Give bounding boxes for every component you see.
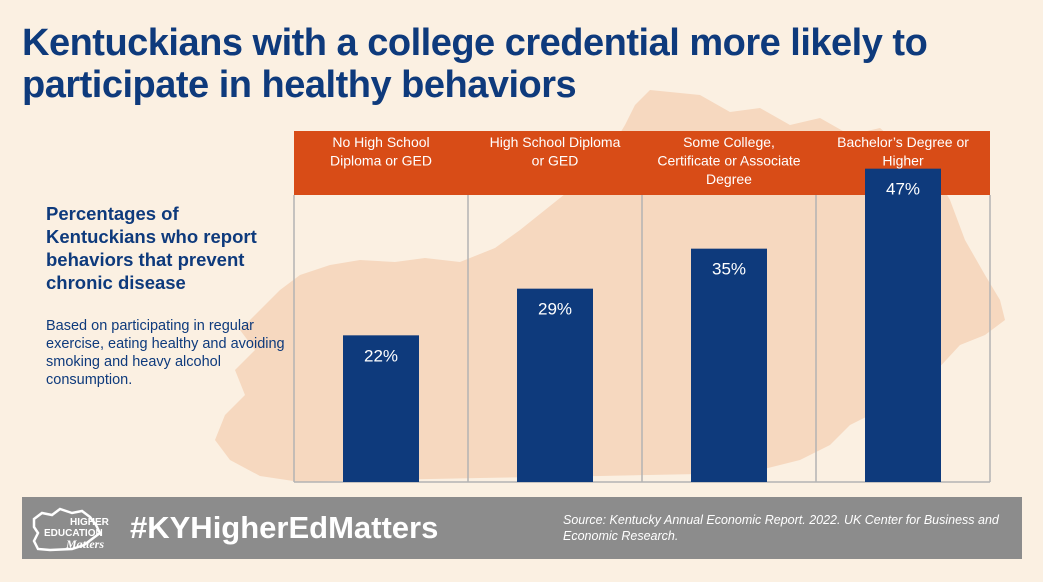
- footer-banner: HIGHER EDUCATION Matters #KYHigherEdMatt…: [22, 497, 1022, 559]
- data-label: 47%: [886, 180, 920, 199]
- chart-title: Kentuckians with a college credential mo…: [22, 22, 928, 106]
- bar: [343, 335, 419, 482]
- logo-text-higher: HIGHER: [70, 517, 110, 528]
- bar: [517, 288, 593, 482]
- chart-subtitle: Percentages of Kentuckians who report be…: [46, 203, 257, 293]
- logo-text-matters: Matters: [65, 537, 104, 551]
- bar: [691, 248, 767, 482]
- logo-text-education: EDUCATION: [44, 528, 103, 539]
- chart-note: Based on participating in regular exerci…: [46, 318, 285, 388]
- category-label: No High School Diploma or GED: [330, 134, 432, 169]
- category-label: High School Diploma or GED: [490, 134, 621, 169]
- source-note: Source: Kentucky Annual Economic Report.…: [563, 513, 999, 543]
- hashtag: #KYHigherEdMatters: [130, 510, 439, 545]
- category-label: Bachelor’s Degree or Higher: [837, 134, 969, 169]
- higher-education-matters-logo: HIGHER EDUCATION Matters: [32, 507, 110, 552]
- data-label: 29%: [538, 300, 572, 319]
- data-label: 22%: [364, 346, 398, 365]
- category-label: Some College, Certificate or Associate Deg…: [657, 134, 800, 187]
- bar: [865, 168, 941, 482]
- data-label: 35%: [712, 260, 746, 279]
